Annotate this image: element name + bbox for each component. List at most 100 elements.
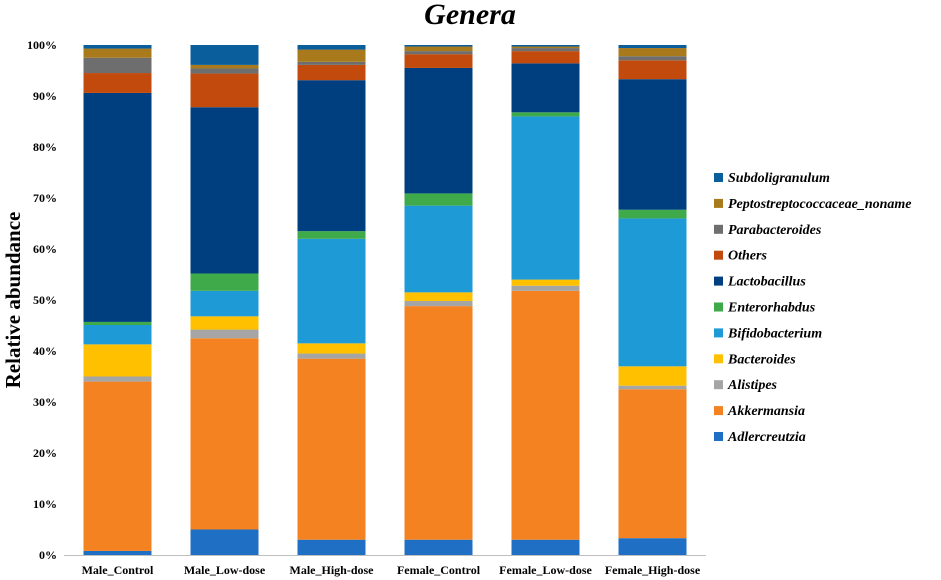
legend-label: Bifidobacterium (727, 326, 822, 341)
bar-segment-parabacteroides (83, 57, 152, 74)
bar-segment-bacteroides (511, 279, 580, 286)
bar-stack (404, 45, 473, 555)
bar-segment-alistipes (511, 285, 580, 291)
bar-segment-enterorhabdus (618, 209, 687, 219)
x-category-label: Female_Low-dose (499, 563, 592, 577)
legend-swatch (714, 276, 723, 286)
bar-segment-akkermansia (404, 306, 473, 540)
bar-segment-bifidobacterium (511, 116, 580, 280)
x-category-label: Male_Low-dose (184, 563, 266, 577)
x-axis-labels: Male_Control Male_Low-dose Male_High-dose F… (82, 563, 701, 577)
bar-segment-enterorhabdus (83, 321, 152, 325)
bar-segment-adlercreutzia (83, 550, 152, 555)
y-tick-label: 70% (33, 191, 57, 205)
bar-segment-enterorhabdus (511, 112, 580, 117)
y-tick-label: 100% (27, 38, 57, 52)
bar-segment-peptostreptococcaceae-noname (83, 48, 152, 58)
legend-label: Peptostreptococcaceae_noname (728, 197, 912, 212)
bar-segment-subdoligranulum (404, 45, 473, 47)
bar-segment-bifidobacterium (618, 218, 687, 367)
bar-segment-lactobacillus (618, 79, 687, 210)
y-tick-label: 50% (33, 293, 57, 307)
bar-segment-alistipes (190, 329, 259, 339)
bar-segment-akkermansia (190, 338, 259, 530)
bar-segment-peptostreptococcaceae-noname (190, 64, 259, 69)
legend-label: Lactobacillus (727, 275, 806, 290)
bar-segment-bifidobacterium (190, 290, 259, 317)
y-tick-label: 20% (33, 446, 57, 460)
bar-segment-subdoligranulum (190, 45, 259, 65)
bar-segment-parabacteroides (511, 48, 580, 52)
bar-segment-others (297, 64, 366, 81)
bar-stack (618, 45, 687, 555)
legend-swatch (714, 224, 723, 234)
y-tick-label: 30% (33, 395, 57, 409)
bar-segment-lactobacillus (511, 63, 580, 113)
bar-segment-bacteroides (297, 343, 366, 354)
bar-segment-enterorhabdus (190, 273, 259, 291)
y-tick-label: 0% (39, 548, 57, 562)
x-category-label: Female_High-dose (605, 563, 701, 577)
bar-segment-adlercreutzia (618, 538, 687, 555)
y-tick-label: 90% (33, 89, 57, 103)
bar-segment-subdoligranulum (297, 45, 366, 50)
legend-swatch (714, 406, 723, 416)
legend-label: Enterorhabdus (727, 301, 816, 316)
bar-segment-subdoligranulum (618, 45, 687, 49)
legend-label: Adlercreutzia (727, 430, 806, 445)
y-tick-label: 10% (33, 497, 57, 511)
legend: Subdoligranulum Peptostreptococcaceae_non… (714, 171, 912, 445)
bar-segment-akkermansia (83, 381, 152, 551)
bar-segment-adlercreutzia (511, 539, 580, 555)
bar-segment-others (618, 60, 687, 80)
bar-stack (190, 45, 259, 555)
bar-segment-enterorhabdus (297, 231, 366, 239)
y-axis-label: Relative abundance (1, 212, 25, 389)
legend-swatch (714, 380, 723, 390)
bar-segment-akkermansia (511, 290, 580, 540)
legend-swatch (714, 250, 723, 260)
x-category-label: Male_Control (82, 563, 154, 577)
bar-segment-peptostreptococcaceae-noname (404, 46, 473, 52)
bar-segment-parabacteroides (404, 51, 473, 55)
legend-label: Subdoligranulum (728, 171, 830, 186)
bar-segment-bacteroides (83, 344, 152, 377)
bar-segment-bacteroides (618, 366, 687, 386)
legend-swatch (714, 432, 723, 441)
bars-group (83, 45, 687, 555)
bar-segment-lactobacillus (83, 92, 152, 322)
bar-segment-peptostreptococcaceae-noname (618, 48, 687, 57)
bar-segment-alistipes (83, 376, 152, 382)
x-category-label: Male_High-dose (290, 563, 375, 577)
bar-segment-alistipes (297, 353, 366, 359)
chart-title: Genera (424, 0, 516, 31)
bar-segment-peptostreptococcaceae-noname (297, 49, 366, 62)
bar-segment-subdoligranulum (83, 45, 152, 49)
bar-stack (297, 45, 366, 555)
bar-segment-lactobacillus (190, 107, 259, 274)
bar-segment-bacteroides (404, 292, 473, 302)
y-axis-ticks: 0% 10% 20% 30% 40% 50% 60% 70% 80% 90% 100% (27, 38, 57, 562)
legend-label: Others (728, 249, 767, 264)
bar-segment-subdoligranulum (511, 45, 580, 47)
bar-segment-bacteroides (190, 316, 259, 330)
bar-segment-alistipes (404, 301, 473, 307)
bar-segment-parabacteroides (190, 68, 259, 74)
legend-label: Alistipes (727, 378, 778, 393)
x-category-label: Female_Control (397, 563, 481, 577)
bar-segment-akkermansia (297, 358, 366, 540)
legend-swatch (714, 354, 723, 364)
bar-segment-parabacteroides (297, 61, 366, 65)
legend-swatch (714, 302, 723, 312)
bar-segment-bifidobacterium (404, 205, 473, 293)
bar-segment-lactobacillus (297, 80, 366, 232)
bar-segment-bifidobacterium (297, 238, 366, 344)
bar-segment-others (190, 73, 259, 108)
legend-label: Parabacteroides (728, 223, 822, 238)
legend-swatch (714, 198, 723, 208)
y-tick-label: 40% (33, 344, 57, 358)
bar-segment-adlercreutzia (190, 529, 259, 555)
bar-segment-akkermansia (618, 389, 687, 539)
legend-label: Akkermansia (727, 404, 805, 419)
